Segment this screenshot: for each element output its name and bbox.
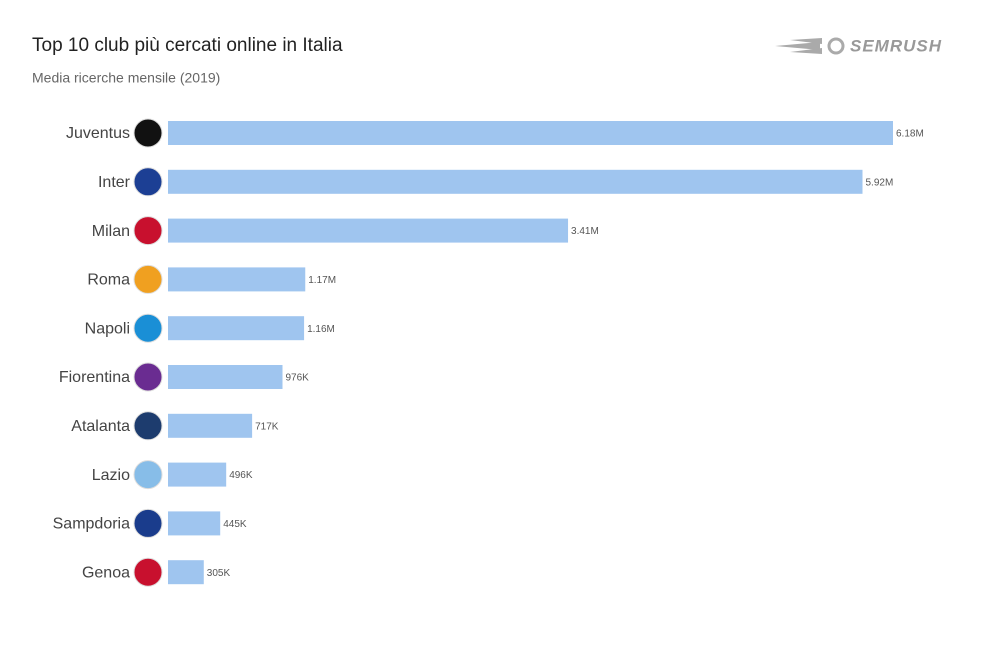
brand-name: SEMRUSH <box>850 36 942 55</box>
category-label: Milan <box>92 223 130 240</box>
bar <box>168 267 306 292</box>
club-logo <box>133 216 163 246</box>
value-label: 1.17M <box>308 275 336 286</box>
bar <box>168 511 221 536</box>
value-label: 976K <box>285 373 309 384</box>
value-label: 717K <box>255 421 279 432</box>
value-label: 305K <box>207 568 231 579</box>
chart-subtitle: Media ricerche mensile (2019) <box>32 70 220 86</box>
value-label: 445K <box>223 519 247 530</box>
bar <box>168 413 253 438</box>
category-label: Sampdoria <box>53 516 130 533</box>
chart-title: Top 10 club più cercati online in Italia <box>32 35 343 56</box>
club-logo <box>133 460 163 490</box>
category-label: Inter <box>98 174 131 191</box>
bar <box>168 462 227 487</box>
category-label: Atalanta <box>71 418 130 435</box>
value-label: 5.92M <box>865 177 893 188</box>
category-label: Roma <box>87 272 130 289</box>
club-logo <box>133 411 163 441</box>
club-logo <box>133 167 163 197</box>
category-label: Lazio <box>92 467 130 484</box>
bar <box>168 218 569 243</box>
bar <box>168 365 283 389</box>
value-label: 6.18M <box>896 129 924 140</box>
bar <box>168 121 893 145</box>
club-logo <box>133 264 163 294</box>
club-logo <box>133 313 163 343</box>
value-label: 3.41M <box>571 226 599 237</box>
category-label: Napoli <box>85 320 130 337</box>
value-label: 1.16M <box>307 324 335 335</box>
bar <box>168 169 863 194</box>
category-label: Fiorentina <box>59 369 130 386</box>
brand-circle <box>827 37 845 55</box>
bar <box>168 560 204 585</box>
club-logo <box>133 362 163 392</box>
club-logo <box>133 508 163 538</box>
value-label: 496K <box>229 470 253 481</box>
brand-logo: SEMRUSH <box>775 36 942 55</box>
club-logo <box>133 557 163 587</box>
category-label: Juventus <box>66 125 130 142</box>
brand-swoosh <box>775 38 822 54</box>
bar <box>168 316 305 341</box>
club-logo <box>133 118 163 148</box>
category-label: Genoa <box>82 564 130 581</box>
